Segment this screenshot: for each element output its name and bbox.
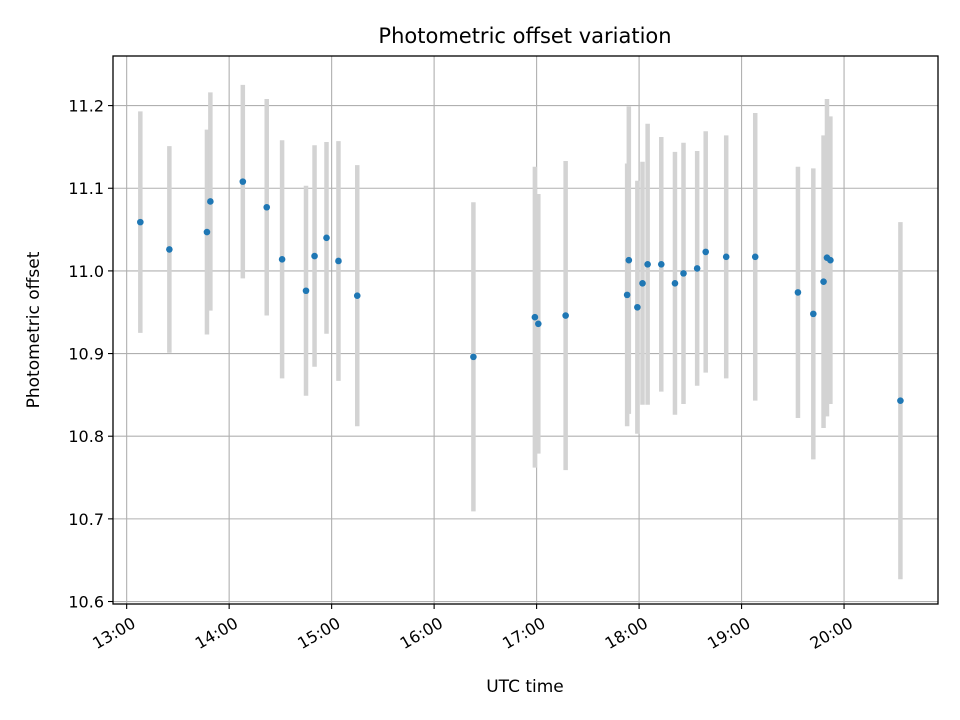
y-tick-label: 10.7 xyxy=(68,510,104,529)
data-points xyxy=(137,178,904,404)
data-point xyxy=(137,218,144,226)
data-point xyxy=(535,320,542,328)
data-point xyxy=(263,203,271,211)
data-point xyxy=(302,287,310,295)
data-point xyxy=(827,256,834,264)
data-point xyxy=(634,303,641,311)
data-point xyxy=(639,280,646,287)
data-point xyxy=(897,397,904,404)
y-tick-label: 10.9 xyxy=(68,345,104,364)
y-tick-label: 11.1 xyxy=(68,179,104,198)
data-point xyxy=(680,270,687,277)
data-point xyxy=(353,292,361,299)
data-point xyxy=(820,278,827,285)
data-point xyxy=(311,252,318,260)
y-axis-label: Photometric offset xyxy=(24,251,44,408)
data-point xyxy=(335,257,342,265)
plot-frame xyxy=(112,55,939,605)
data-point xyxy=(562,312,569,319)
data-point xyxy=(239,178,247,185)
data-point xyxy=(166,246,173,253)
data-point xyxy=(722,253,730,261)
y-tick-label: 11.2 xyxy=(68,97,104,116)
data-point xyxy=(810,310,817,318)
data-point xyxy=(671,280,679,287)
data-point xyxy=(623,291,631,299)
data-point xyxy=(794,289,802,296)
data-point xyxy=(657,260,665,268)
data-point xyxy=(207,198,214,205)
data-point xyxy=(693,265,701,272)
data-point xyxy=(644,260,651,268)
data-point xyxy=(531,313,539,321)
data-point xyxy=(203,228,211,236)
y-tick-label: 10.8 xyxy=(68,427,104,446)
data-point xyxy=(323,234,330,242)
y-tick-label: 10.6 xyxy=(68,593,104,612)
data-point xyxy=(278,256,286,263)
chart-title: Photometric offset variation xyxy=(378,24,671,48)
data-point xyxy=(751,253,759,261)
y-tick-label: 11.0 xyxy=(68,262,104,281)
data-point xyxy=(702,248,710,256)
data-point xyxy=(625,256,633,264)
data-point xyxy=(470,353,477,361)
x-axis-label: UTC time xyxy=(486,677,564,697)
